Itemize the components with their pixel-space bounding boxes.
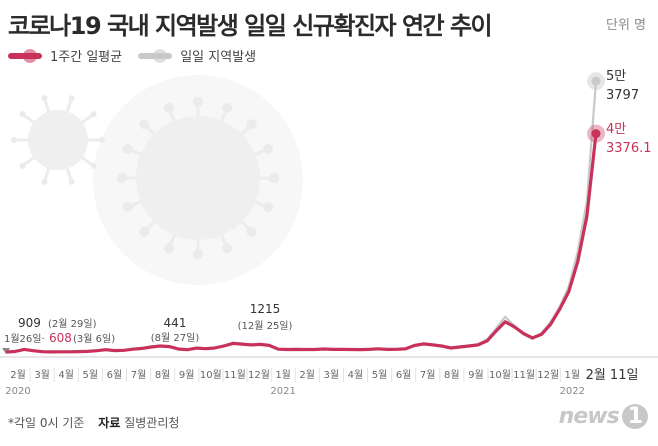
x-tick-label: 6월 bbox=[107, 369, 123, 381]
virus-large-body bbox=[136, 116, 260, 240]
legend-item-avg: 1주간 일평균 bbox=[8, 46, 122, 65]
source-name: 질병관리청 bbox=[124, 416, 180, 430]
virus-spike bbox=[43, 168, 51, 181]
x-tick-label: 7월 bbox=[420, 369, 436, 381]
x-tick-label: 5월 bbox=[372, 369, 388, 381]
virus-spike bbox=[43, 99, 51, 112]
annotation-prefix: 1월26일· bbox=[4, 333, 45, 345]
x-tick-label: 3월 bbox=[34, 369, 50, 381]
virus-spike bbox=[81, 156, 93, 166]
x-tick-label: 1월 bbox=[275, 369, 291, 381]
daily-endpoint bbox=[591, 76, 601, 86]
virus-spike-tip bbox=[122, 143, 133, 154]
x-end-label: 2월 11일 bbox=[586, 368, 639, 383]
virus-spike-tip bbox=[246, 119, 257, 130]
x-tick-label: 2월 bbox=[299, 369, 315, 381]
virus-spike-tip bbox=[19, 162, 26, 169]
x-tick-label: 2월 bbox=[10, 369, 26, 381]
virus-spike-tip bbox=[117, 173, 127, 183]
footnote: *각일 0시 기준 자료 질병관리청 bbox=[8, 414, 179, 431]
x-year-label: 2020 bbox=[5, 386, 30, 397]
logo-mark: 1 bbox=[621, 404, 648, 429]
virus-spike-tip bbox=[139, 226, 150, 237]
annotation-value: 3797 bbox=[606, 88, 639, 103]
virus-spike bbox=[81, 114, 93, 124]
annotation-date: (2월 29일) bbox=[48, 318, 97, 330]
legend-avg-swatch bbox=[8, 48, 42, 63]
x-tick-label: 3월 bbox=[324, 369, 340, 381]
virus-illustration bbox=[11, 75, 303, 285]
x-tick-label: 8월 bbox=[155, 369, 171, 381]
x-year-label: 2022 bbox=[560, 386, 585, 397]
x-tick-label: 6월 bbox=[396, 369, 412, 381]
virus-spike bbox=[65, 168, 73, 181]
virus-spike bbox=[65, 99, 73, 112]
series-line-avg bbox=[5, 133, 598, 354]
x-tick-label: 7월 bbox=[131, 369, 147, 381]
virus-spike-tip bbox=[19, 111, 26, 118]
annotation-value: 1215 bbox=[250, 302, 281, 316]
x-tick-label: 12월 bbox=[248, 369, 270, 381]
virus-spike-tip bbox=[68, 95, 75, 102]
annotation-value: 441 bbox=[164, 316, 187, 330]
series-line-daily bbox=[5, 81, 598, 354]
virus-spike-tip bbox=[222, 102, 233, 113]
virus-small-body bbox=[28, 110, 88, 170]
x-tick-label: 4월 bbox=[58, 369, 74, 381]
annotation-date: (8월 27일) bbox=[151, 332, 200, 344]
virus-spike-tip bbox=[263, 143, 274, 154]
virus-spike-tip bbox=[122, 202, 133, 213]
virus-spike-tip bbox=[246, 226, 257, 237]
x-tick-label: 10월 bbox=[200, 369, 222, 381]
annotation-date: (12월 25일) bbox=[238, 320, 293, 332]
x-tick-label: 4월 bbox=[348, 369, 364, 381]
x-tick-label: 9월 bbox=[179, 369, 195, 381]
annotation-value: 909 bbox=[18, 316, 41, 330]
virus-spike bbox=[23, 114, 35, 124]
x-tick-label: 9월 bbox=[468, 369, 484, 381]
annotation-value: 3376.1 bbox=[606, 141, 652, 156]
annotation-date: (3월 6일) bbox=[73, 333, 115, 345]
x-tick-label: 1월 bbox=[565, 369, 581, 381]
annotation-value: 608 bbox=[49, 331, 72, 345]
virus-spike-tip bbox=[263, 202, 274, 213]
unit-label: 단위 명 bbox=[605, 18, 646, 33]
virus-spike-tip bbox=[193, 249, 203, 259]
legend-item-daily: 일일 지역발생 bbox=[138, 46, 256, 65]
virus-spike-tip bbox=[193, 97, 203, 107]
virus-spike-tip bbox=[99, 137, 105, 143]
virus-spike-tip bbox=[90, 162, 97, 169]
virus-spike-tip bbox=[269, 173, 279, 183]
footnote-text: *각일 0시 기준 bbox=[8, 416, 85, 430]
virus-spike-tip bbox=[222, 243, 233, 254]
source-label: 자료 bbox=[98, 416, 121, 430]
virus-spike-tip bbox=[11, 137, 17, 143]
annotation-value: 4만 bbox=[606, 122, 626, 137]
virus-spike-tip bbox=[90, 111, 97, 118]
legend: 1주간 일평균 일일 지역발생 bbox=[8, 46, 272, 65]
legend-avg-label: 1주간 일평균 bbox=[50, 50, 123, 65]
avg-endpoint bbox=[591, 129, 601, 139]
virus-spike bbox=[23, 156, 35, 166]
news1-logo: news 1 bbox=[559, 404, 648, 429]
x-tick-label: 10월 bbox=[489, 369, 511, 381]
x-tick-label: 5월 bbox=[83, 369, 99, 381]
x-tick-label: 11월 bbox=[224, 369, 246, 381]
virus-spike-tip bbox=[163, 243, 174, 254]
x-tick-label: 11월 bbox=[513, 369, 535, 381]
x-tick-label: 12월 bbox=[537, 369, 559, 381]
virus-spike-tip bbox=[68, 178, 75, 185]
virus-spike-tip bbox=[163, 102, 174, 113]
virus-spike-tip bbox=[41, 178, 48, 185]
legend-daily-swatch bbox=[138, 48, 173, 63]
annotation-value: 5만 bbox=[606, 69, 626, 84]
virus-spike-tip bbox=[41, 95, 48, 102]
virus-spike-tip bbox=[139, 119, 150, 130]
legend-daily-label: 일일 지역발생 bbox=[180, 50, 257, 65]
x-tick-label: 8월 bbox=[444, 369, 460, 381]
logo-text: news bbox=[558, 404, 620, 429]
x-year-label: 2021 bbox=[270, 386, 295, 397]
chart-title: 코로나19 국내 지역발생 일일 신규확진자 연간 추이 bbox=[8, 12, 493, 40]
